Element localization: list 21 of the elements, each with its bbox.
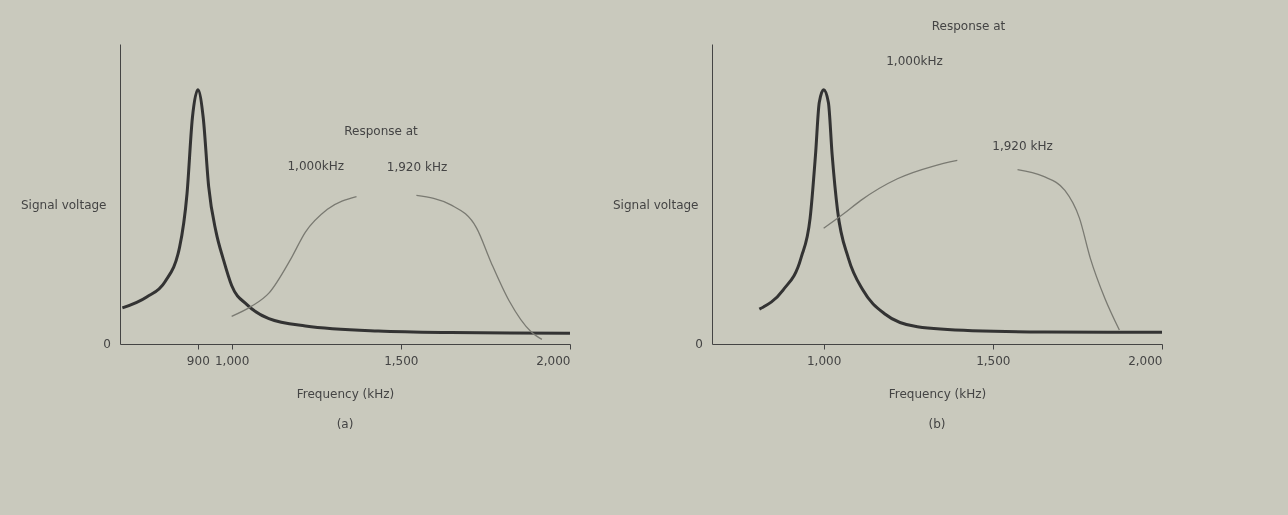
- annotation: 1,920 kHz: [992, 139, 1053, 153]
- text: 0: [695, 337, 703, 351]
- annotation: Response at: [344, 124, 419, 138]
- text: (a): [336, 417, 354, 431]
- text: 1,000kHz: [886, 53, 943, 68]
- text: 0: [103, 337, 111, 351]
- text: (b): [928, 417, 946, 431]
- x-tick-label: 900: [186, 353, 210, 368]
- text: Response at: [931, 19, 1006, 33]
- x-tick-label: 2,000: [536, 353, 571, 368]
- x-tick-label: 1,500: [384, 353, 419, 368]
- y-axis-title: Signal voltage: [20, 197, 107, 212]
- y-axis-title: Signal voltage: [612, 197, 699, 212]
- annotation: 1,920 kHz: [386, 160, 448, 174]
- annotation: 1,000kHz: [287, 158, 345, 173]
- x-axis-title: Frequency (kHz): [296, 386, 395, 401]
- x-tick-label: 1,000: [806, 353, 842, 368]
- x-tick-label: 2,000: [1128, 353, 1163, 368]
- x-tick-label: 1,500: [976, 353, 1011, 368]
- x-axis-title: Frequency (kHz): [888, 386, 987, 401]
- x-tick-label: 1,000: [214, 353, 250, 368]
